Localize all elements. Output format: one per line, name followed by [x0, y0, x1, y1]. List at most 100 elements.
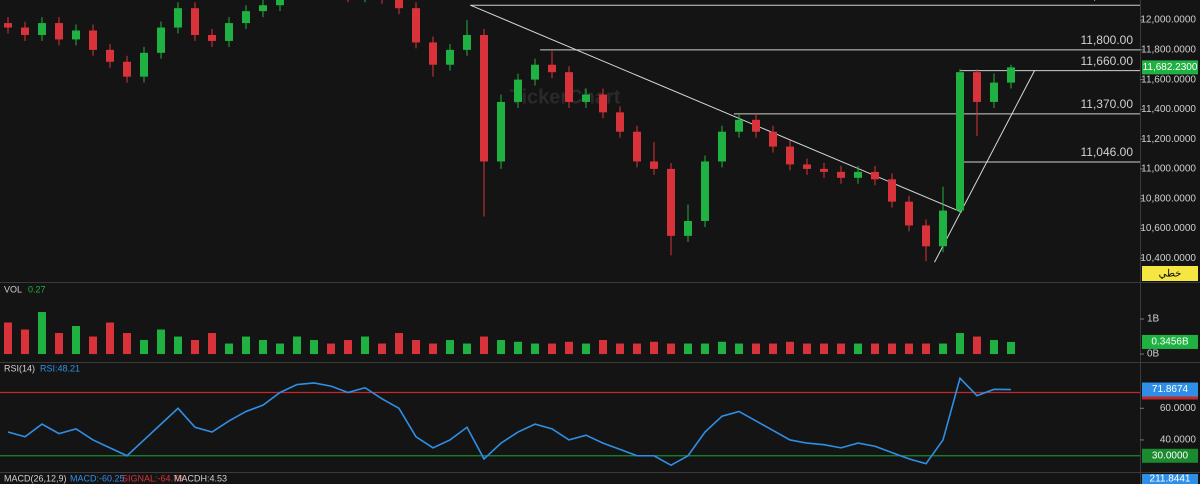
volume-bar — [480, 336, 488, 355]
volume-bar — [548, 343, 556, 355]
y-tick-label: 10,600.0000 — [1140, 223, 1196, 234]
candle-body — [548, 64, 556, 73]
value-label: 30.0000 — [1152, 450, 1189, 461]
candle-body — [905, 201, 913, 226]
candle-body — [208, 34, 216, 41]
volume-bar — [412, 340, 420, 355]
value-label: 0.3456B — [1151, 337, 1189, 348]
indicator-label: MACD:-60.25 — [70, 473, 125, 483]
rsi-line — [7, 376, 1012, 467]
candle-body — [72, 30, 80, 40]
volume-bar — [395, 333, 403, 355]
value-box — [1142, 382, 1198, 397]
volume-bar — [599, 340, 607, 355]
volume-bar — [276, 343, 284, 355]
volume-bar — [4, 322, 12, 355]
candle-body — [565, 72, 573, 102]
volume-bar — [89, 336, 97, 355]
candle-body — [123, 61, 131, 77]
y-tick-label: 40.0000 — [1160, 435, 1197, 446]
candle-body — [531, 64, 539, 80]
y-tick-label: 11,400.0000 — [1141, 104, 1196, 115]
volume-bar — [378, 343, 386, 355]
candle-body — [956, 72, 964, 211]
volume-bar — [174, 336, 182, 355]
volume-bar — [718, 341, 726, 355]
volume-bar — [225, 343, 233, 355]
volume-bar — [888, 343, 896, 355]
pane-title: RSI(14) — [4, 363, 35, 373]
candle-body — [871, 171, 879, 180]
value-label: 11,682.2300 — [1143, 62, 1198, 73]
candle-body — [854, 171, 862, 178]
y-tick-label: 10,400.0000 — [1140, 253, 1196, 264]
volume-bar — [956, 333, 964, 355]
value-label: 71.8674 — [1152, 384, 1189, 395]
volume-bar — [769, 343, 777, 355]
candle-body — [174, 8, 182, 28]
candle-body — [412, 8, 420, 43]
value-box — [1142, 60, 1198, 75]
candle-body — [55, 23, 63, 40]
volume-bar — [922, 343, 930, 355]
candle-body — [480, 34, 488, 162]
volume-bar — [293, 336, 301, 355]
candle-body — [616, 112, 624, 132]
candle-body — [89, 30, 97, 50]
volume-bar — [650, 341, 658, 355]
volume-bar — [803, 343, 811, 355]
volume-bar — [633, 343, 641, 355]
volume-bar — [463, 343, 471, 355]
y-tick-label: 1B — [1147, 314, 1160, 325]
pane-subtitle: RSI:48.21 — [40, 363, 80, 373]
volume-bar — [939, 343, 947, 355]
candle-body — [922, 225, 930, 247]
volume-bar — [106, 322, 114, 355]
volume-bar — [140, 340, 148, 355]
volume-bar — [854, 343, 862, 355]
y-tick-label: 10,800.0000 — [1140, 193, 1196, 204]
volume-bar — [191, 340, 199, 355]
volume-bar — [786, 341, 794, 355]
candle-body — [939, 210, 947, 247]
volume-bar — [990, 340, 998, 355]
trend-line — [934, 69, 1036, 263]
indicator-label: MACDH:4.53 — [174, 473, 227, 483]
badge: خطي — [1159, 269, 1182, 280]
volume-bar — [157, 329, 165, 355]
y-tick-label: 60.0000 — [1160, 403, 1197, 414]
volume-bar — [361, 336, 369, 355]
candle-body — [599, 94, 607, 113]
candle-body — [650, 161, 658, 169]
candle-body — [429, 42, 437, 65]
candle-body — [1007, 67, 1015, 83]
volume-bar — [1007, 341, 1015, 355]
level-label: 11,046.00 — [1081, 145, 1134, 159]
volume-bar — [582, 343, 590, 355]
candle-body — [395, 0, 403, 9]
candle-body — [786, 146, 794, 165]
candle-body — [990, 82, 998, 102]
volume-bar — [735, 343, 743, 355]
volume-bar — [514, 341, 522, 355]
candle-body — [888, 179, 896, 202]
value-box — [1142, 474, 1198, 484]
volume-bar — [72, 326, 80, 355]
volume-bar — [701, 343, 709, 355]
volume-bar — [973, 336, 981, 355]
pane-subtitle: 0.27 — [28, 284, 46, 294]
level-label: 11,660.00 — [1081, 54, 1134, 68]
volume-bar — [752, 343, 760, 355]
candle-body — [21, 27, 29, 35]
volume-bar — [208, 333, 216, 355]
badge-box — [1142, 266, 1198, 281]
candle-body — [769, 131, 777, 147]
candle-body — [582, 94, 590, 102]
price-pane: TickerChart — [4, 0, 1140, 263]
level-label: 12,100.00 — [1080, 0, 1134, 2]
volume-bar — [905, 343, 913, 355]
candle-body — [242, 11, 250, 24]
volume-bar — [684, 343, 692, 355]
y-tick-label: 12,000.0000 — [1140, 15, 1196, 26]
